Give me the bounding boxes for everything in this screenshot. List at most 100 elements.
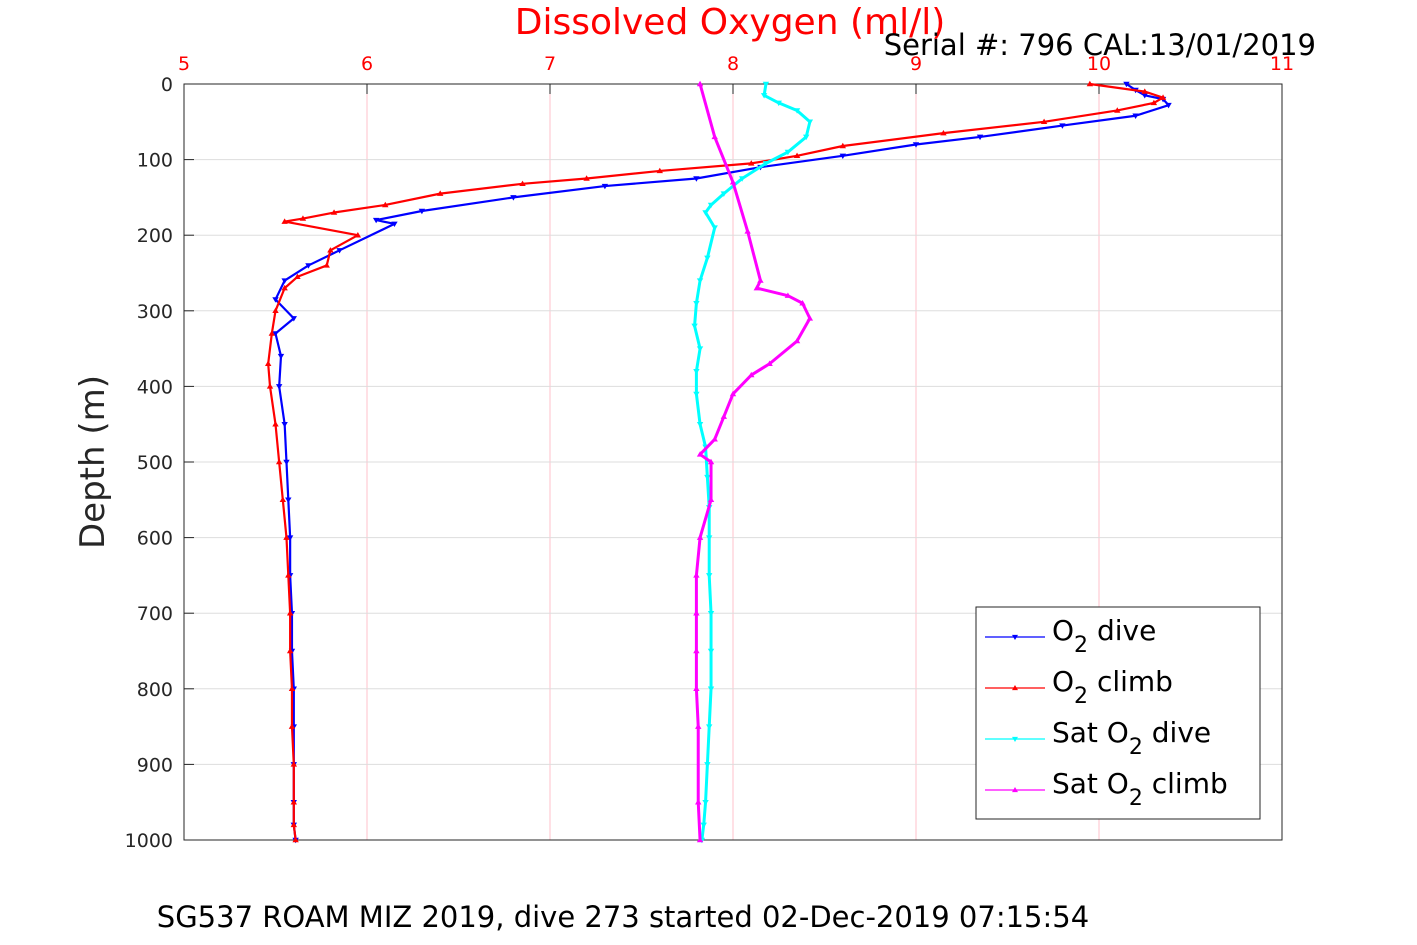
- y-tick-label: 1000: [125, 830, 173, 852]
- data-point: [1132, 113, 1139, 119]
- data-point: [696, 80, 704, 87]
- y-tick-label: 200: [137, 225, 173, 247]
- data-point: [696, 278, 704, 284]
- data-point: [707, 610, 715, 617]
- data-point: [711, 133, 718, 140]
- legend: O2 dive O2 climb Sat O2 dive Sat O2 climb: [975, 606, 1261, 820]
- legend-item-o2-climb: O2 climb: [985, 665, 1173, 709]
- data-point: [275, 458, 283, 465]
- data-point: [272, 297, 279, 303]
- data-point: [704, 762, 711, 768]
- data-point: [285, 572, 292, 578]
- data-point: [704, 255, 711, 262]
- legend-swatch-marker: [1012, 685, 1018, 691]
- y-tick-label: 0: [161, 74, 173, 96]
- dive-caption: SG537 ROAM MIZ 2019, dive 273 started 02…: [157, 900, 1089, 934]
- x-tick-label: 11: [1270, 53, 1294, 75]
- data-point: [1086, 80, 1094, 87]
- data-point: [729, 390, 737, 397]
- data-point: [693, 176, 700, 182]
- data-point: [704, 474, 711, 481]
- legend-swatch-marker: [1012, 736, 1018, 742]
- legend-swatch-marker: [1012, 787, 1018, 793]
- data-point: [283, 534, 290, 540]
- data-point: [281, 284, 288, 291]
- data-point: [912, 142, 920, 148]
- data-point: [330, 209, 338, 215]
- data-point: [290, 821, 297, 828]
- data-point: [372, 217, 380, 224]
- data-point: [1040, 118, 1048, 125]
- legend-label: O2 climb: [1052, 665, 1173, 709]
- data-point: [696, 346, 704, 352]
- data-point: [583, 175, 590, 181]
- data-point: [290, 761, 297, 767]
- data-point: [707, 648, 715, 655]
- data-point: [696, 451, 704, 457]
- data-point: [305, 263, 312, 269]
- chart-title: Dissolved Oxygen (ml/l): [515, 2, 946, 43]
- legend-label: Sat O2 climb: [1052, 767, 1228, 811]
- data-point: [729, 179, 737, 185]
- data-point: [839, 142, 846, 149]
- data-point: [299, 215, 307, 221]
- data-point: [391, 221, 398, 228]
- y-axis-ticks: 0 100 200 300 400 500 600 700 800 900 1000: [125, 74, 194, 852]
- series-line: [274, 83, 1170, 841]
- data-point: [793, 108, 801, 114]
- chart-subtitle: Serial #: 796 CAL:13/01/2019: [884, 28, 1316, 62]
- x-tick-label: 7: [544, 53, 556, 75]
- data-point: [290, 316, 297, 322]
- data-point: [601, 183, 609, 190]
- data-point: [799, 300, 806, 306]
- data-point: [784, 292, 792, 298]
- data-point: [702, 799, 709, 806]
- data-point: [775, 100, 782, 107]
- data-point: [693, 572, 700, 578]
- data-point: [286, 535, 294, 541]
- data-point: [940, 129, 947, 136]
- series-layer: [264, 80, 1172, 844]
- data-point: [336, 248, 343, 254]
- data-point: [1150, 99, 1158, 106]
- data-point: [281, 421, 288, 428]
- data-point: [281, 218, 288, 224]
- data-point: [1141, 88, 1148, 94]
- data-point: [707, 496, 715, 503]
- legend-label-suffix: dive: [1088, 614, 1156, 647]
- legend-label-text: Sat O: [1052, 767, 1129, 800]
- data-point: [281, 278, 288, 284]
- legend-label-text: O: [1052, 614, 1074, 647]
- legend-label: O2 dive: [1052, 614, 1156, 658]
- data-point: [748, 160, 755, 166]
- data-point: [290, 799, 297, 805]
- data-point: [707, 458, 715, 465]
- data-point: [691, 323, 698, 330]
- data-point: [1123, 81, 1130, 88]
- legend-label: Sat O2 dive: [1052, 716, 1211, 760]
- data-point: [793, 152, 801, 159]
- data-point: [760, 93, 768, 99]
- data-point: [510, 195, 517, 201]
- data-point: [283, 459, 290, 466]
- data-point: [720, 413, 728, 419]
- data-point: [706, 535, 713, 541]
- data-point: [738, 176, 746, 182]
- data-point: [784, 149, 792, 156]
- y-tick-label: 900: [137, 754, 173, 776]
- data-point: [288, 685, 296, 692]
- x-tick-label: 10: [1087, 53, 1111, 75]
- data-point: [693, 647, 700, 654]
- series-sat-o2-climb: [693, 80, 814, 843]
- data-point: [327, 247, 334, 253]
- data-point: [437, 190, 444, 196]
- data-point: [656, 167, 663, 174]
- data-point: [693, 391, 700, 398]
- data-point: [702, 210, 709, 216]
- data-point: [294, 273, 301, 280]
- y-gridlines: [184, 159, 1282, 765]
- data-point: [706, 724, 713, 730]
- legend-item-sat-o2-climb: Sat O2 climb: [985, 767, 1228, 811]
- x-tick-label: 6: [361, 53, 373, 75]
- data-point: [706, 573, 713, 579]
